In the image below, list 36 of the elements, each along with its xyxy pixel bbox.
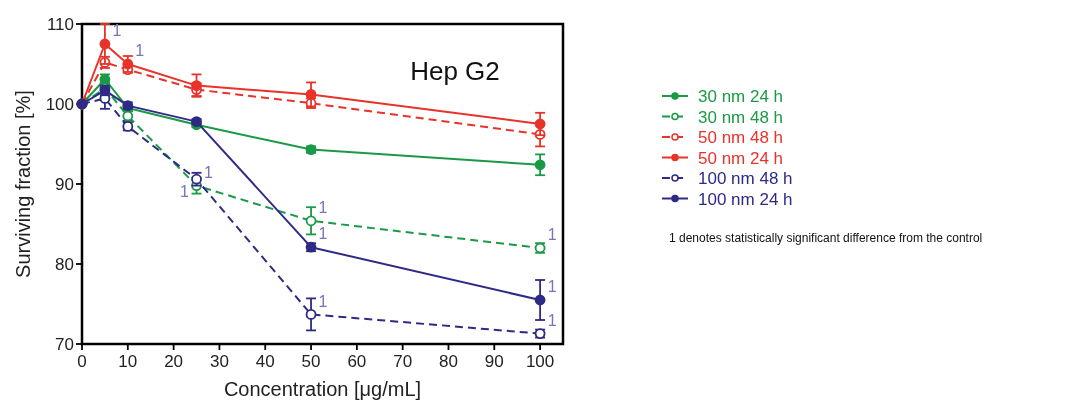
x-tick-label: 90 bbox=[484, 352, 504, 371]
y-tick-label: 90 bbox=[55, 175, 74, 194]
annotation: 1 bbox=[318, 225, 328, 243]
x-tick-label: 40 bbox=[255, 352, 275, 371]
x-tick-label: 10 bbox=[118, 352, 138, 371]
annotation: 1 bbox=[112, 22, 122, 40]
text: Hep G2 bbox=[410, 56, 500, 86]
x-tick-label: 30 bbox=[209, 352, 229, 371]
legend-label: 50 nm 24 h bbox=[698, 148, 784, 168]
x-tick-label: 70 bbox=[393, 352, 413, 371]
y-tick-label: 100 bbox=[45, 95, 74, 114]
annotation: 1 bbox=[135, 42, 145, 60]
legend-label: 100 nm 24 h bbox=[698, 189, 793, 209]
text: 1 denotes statistically significant difference from the control bbox=[669, 231, 983, 245]
annotation: 1 bbox=[318, 292, 328, 310]
y-tick-label: 80 bbox=[55, 255, 74, 274]
annotation: 1 bbox=[547, 278, 557, 296]
annotation: 1 bbox=[204, 163, 214, 181]
legend-label: 100 nm 48 h bbox=[698, 169, 793, 188]
legend-label: 30 nm 24 h bbox=[698, 87, 784, 106]
y-tick-label: 110 bbox=[46, 15, 74, 34]
x-tick-label: 50 bbox=[301, 352, 321, 371]
x-axis-title: Concentration [μg/mL] bbox=[223, 378, 422, 400]
x-tick-label: 100 bbox=[525, 352, 555, 371]
legend-label: 30 nm 48 h bbox=[698, 107, 784, 127]
x-tick-label: 20 bbox=[164, 352, 184, 371]
annotation: 1 bbox=[547, 311, 557, 329]
y-tick-label: 70 bbox=[55, 335, 74, 354]
x-tick-label: 0 bbox=[77, 352, 87, 371]
legend-label: 50 nm 48 h bbox=[698, 128, 784, 147]
x-tick-label: 60 bbox=[347, 352, 367, 371]
annotation: 1 bbox=[318, 199, 328, 217]
annotation: 1 bbox=[547, 226, 557, 244]
annotation: 1 bbox=[180, 183, 190, 201]
x-tick-label: 80 bbox=[439, 352, 458, 371]
y-axis-title: Surviving fraction [%] bbox=[12, 90, 34, 278]
